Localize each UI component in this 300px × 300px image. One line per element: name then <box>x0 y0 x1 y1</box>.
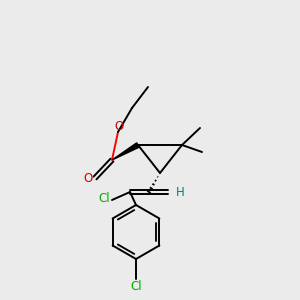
Text: O: O <box>114 121 124 134</box>
Text: H: H <box>176 185 184 199</box>
Polygon shape <box>112 143 139 160</box>
Text: O: O <box>83 172 93 184</box>
Text: Cl: Cl <box>130 280 142 292</box>
Text: Cl: Cl <box>98 193 110 206</box>
